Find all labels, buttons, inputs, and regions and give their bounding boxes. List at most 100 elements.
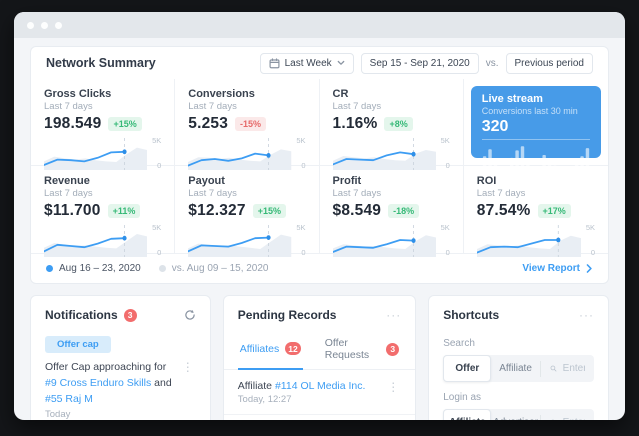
- more-menu-icon[interactable]: ···: [579, 308, 594, 322]
- metric-card-revenue: Revenue Last 7 days $11.700 +11% 5K 0: [31, 166, 176, 257]
- metric-title: CR: [332, 88, 349, 100]
- notification-link[interactable]: #9 Cross Enduro Skills: [45, 376, 152, 389]
- segment-divider: [539, 414, 541, 420]
- axis-label-max: 5K: [440, 223, 450, 232]
- login-id-field[interactable]: [541, 409, 594, 420]
- metric-sparkline: 5K 0: [332, 223, 450, 257]
- segment-affiliate[interactable]: Affiliate: [499, 363, 532, 374]
- segment-login-advertiser[interactable]: Advertiser: [491, 409, 539, 420]
- legend-previous-period: vs. Aug 09 – 15, 2020: [158, 263, 269, 274]
- legend-dot-previous: [158, 265, 166, 272]
- notification-text: Offer Cap approaching for #9 Cross Endur…: [45, 360, 180, 407]
- segment-login-affiliate[interactable]: Affiliate: [443, 409, 492, 420]
- window-titlebar: [14, 12, 625, 38]
- metric-period: Last 7 days: [188, 188, 237, 199]
- axis-label-min: 0: [445, 161, 450, 170]
- view-report-link[interactable]: View Report: [522, 263, 593, 274]
- pending-tabs: Affiliates 12 Offer Requests 3: [223, 330, 416, 370]
- pending-item-link[interactable]: #114 OL Media Inc.: [274, 380, 366, 392]
- metric-delta-badge: +8%: [384, 117, 413, 131]
- period-select-button[interactable]: Last Week: [259, 52, 354, 74]
- metric-title: ROI: [476, 175, 497, 187]
- axis-label-max: 5K: [152, 223, 162, 232]
- metric-period: Last 7 days: [188, 101, 237, 112]
- pending-list-item: Affiliate #137 RevHeist Inc. Today, 12:2…: [223, 414, 416, 420]
- search-section-label: Search: [443, 338, 475, 349]
- window-control-dot[interactable]: [55, 21, 62, 29]
- axis-label-max: 5K: [152, 136, 162, 145]
- sparkline-chart: [332, 138, 436, 170]
- metric-sparkline: 5K 0: [44, 136, 161, 170]
- metric-value: 5.253: [188, 115, 229, 132]
- metric-title: Payout: [188, 175, 225, 187]
- axis-label-max: 5K: [585, 223, 595, 232]
- live-stream-value: 320: [481, 118, 509, 135]
- tab-offer-requests[interactable]: Offer Requests 3: [323, 330, 401, 369]
- bar-chart: [482, 146, 589, 173]
- login-id-input[interactable]: [562, 417, 585, 420]
- compare-period-button[interactable]: Previous period: [505, 52, 593, 74]
- sparkline-chart: [188, 138, 292, 170]
- axis-label-min: 0: [301, 161, 306, 170]
- window-control-dot[interactable]: [27, 21, 34, 29]
- notifications-card: Notifications 3 Offer cap Offer: [30, 295, 211, 420]
- live-stream-title: Live stream: [481, 93, 543, 105]
- metric-card-conversions: Conversions Last 7 days 5.253 -15% 5K 0: [175, 79, 320, 170]
- metric-title: Revenue: [44, 175, 90, 187]
- metric-value: 1.16%: [332, 115, 378, 132]
- axis-label-max: 5K: [440, 136, 450, 145]
- app-window: Network Summary Last Week: [14, 12, 625, 420]
- notification-text-part: Offer Cap approaching for: [45, 361, 167, 373]
- window-control-dot[interactable]: [41, 21, 48, 29]
- metric-title: Profit: [332, 175, 362, 187]
- pending-list: Affiliate #114 OL Media Inc. Today, 12:2…: [223, 370, 416, 420]
- metric-delta-badge: +15%: [252, 204, 286, 218]
- summary-header: Network Summary Last Week: [31, 47, 608, 79]
- metric-card-payout: Payout Last 7 days $12.327 +15% 5K 0: [175, 166, 320, 257]
- tab-label: Offer Requests: [324, 337, 370, 361]
- bottom-panels: Notifications 3 Offer cap Offer: [30, 295, 609, 420]
- metric-sparkline: 5K 0: [44, 223, 161, 257]
- notification-time: Today: [45, 409, 71, 420]
- pending-item-prefix: Affiliate: [237, 380, 275, 392]
- more-menu-icon[interactable]: ···: [386, 308, 402, 322]
- metric-card-cr: CR Last 7 days 1.16% +8% 5K 0: [319, 79, 464, 170]
- axis-label-min: 0: [157, 161, 162, 170]
- search-id-field[interactable]: [541, 355, 594, 382]
- notification-link[interactable]: #55 Raj M: [45, 392, 93, 405]
- axis-label-min: 0: [590, 248, 595, 257]
- tab-affiliates[interactable]: Affiliates 12: [237, 330, 303, 370]
- metric-delta-badge: -18%: [388, 204, 420, 218]
- date-controls: Last Week Sep 15 - Sep 21, 2020 vs. Prev…: [259, 52, 593, 74]
- metric-sparkline: 5K 0: [188, 136, 306, 170]
- date-range-button[interactable]: Sep 15 - Sep 21, 2020: [360, 52, 479, 74]
- live-stream-cell: Live stream Conversions last 30 min 320: [463, 79, 608, 173]
- metric-delta-badge: +17%: [537, 204, 571, 218]
- segment-offer[interactable]: Offer: [443, 355, 492, 382]
- metric-sparkline: 5K 0: [476, 223, 595, 257]
- period-select-label: Last Week: [284, 57, 332, 69]
- kebab-menu-icon[interactable]: ⋮: [181, 360, 194, 374]
- notifications-count-badge: 3: [123, 308, 137, 322]
- legend-dot-current: [46, 265, 53, 272]
- dashboard-content: Network Summary Last Week: [14, 38, 625, 420]
- metric-value: 87.54%: [476, 202, 531, 219]
- segment-divider: [539, 360, 541, 377]
- tab-count-badge: 3: [386, 342, 400, 356]
- pending-records-card: Pending Records ··· Affiliates 12 Offer …: [222, 295, 417, 420]
- chevron-down-icon: [337, 60, 345, 65]
- sparkline-chart: [332, 225, 436, 257]
- sparkline-chart: [476, 225, 581, 257]
- pending-records-title: Pending Records: [237, 308, 337, 322]
- notification-item: Offer cap Offer Cap approaching for #9 C…: [45, 334, 196, 420]
- legend-previous-label: vs. Aug 09 – 15, 2020: [171, 263, 269, 274]
- metrics-grid: Gross Clicks Last 7 days 198.549 +15% 5K…: [31, 79, 608, 257]
- kebab-menu-icon[interactable]: ⋮: [387, 380, 400, 394]
- metric-period: Last 7 days: [332, 188, 382, 199]
- refresh-button[interactable]: [184, 309, 196, 321]
- search-id-input[interactable]: [562, 363, 585, 374]
- legend-current-period: Aug 16 – 23, 2020: [46, 263, 141, 274]
- chart-legend: Aug 16 – 23, 2020 vs. Aug 09 – 15, 2020: [46, 263, 269, 274]
- live-stream-bar-chart: [481, 139, 590, 173]
- search-icon: [551, 419, 554, 420]
